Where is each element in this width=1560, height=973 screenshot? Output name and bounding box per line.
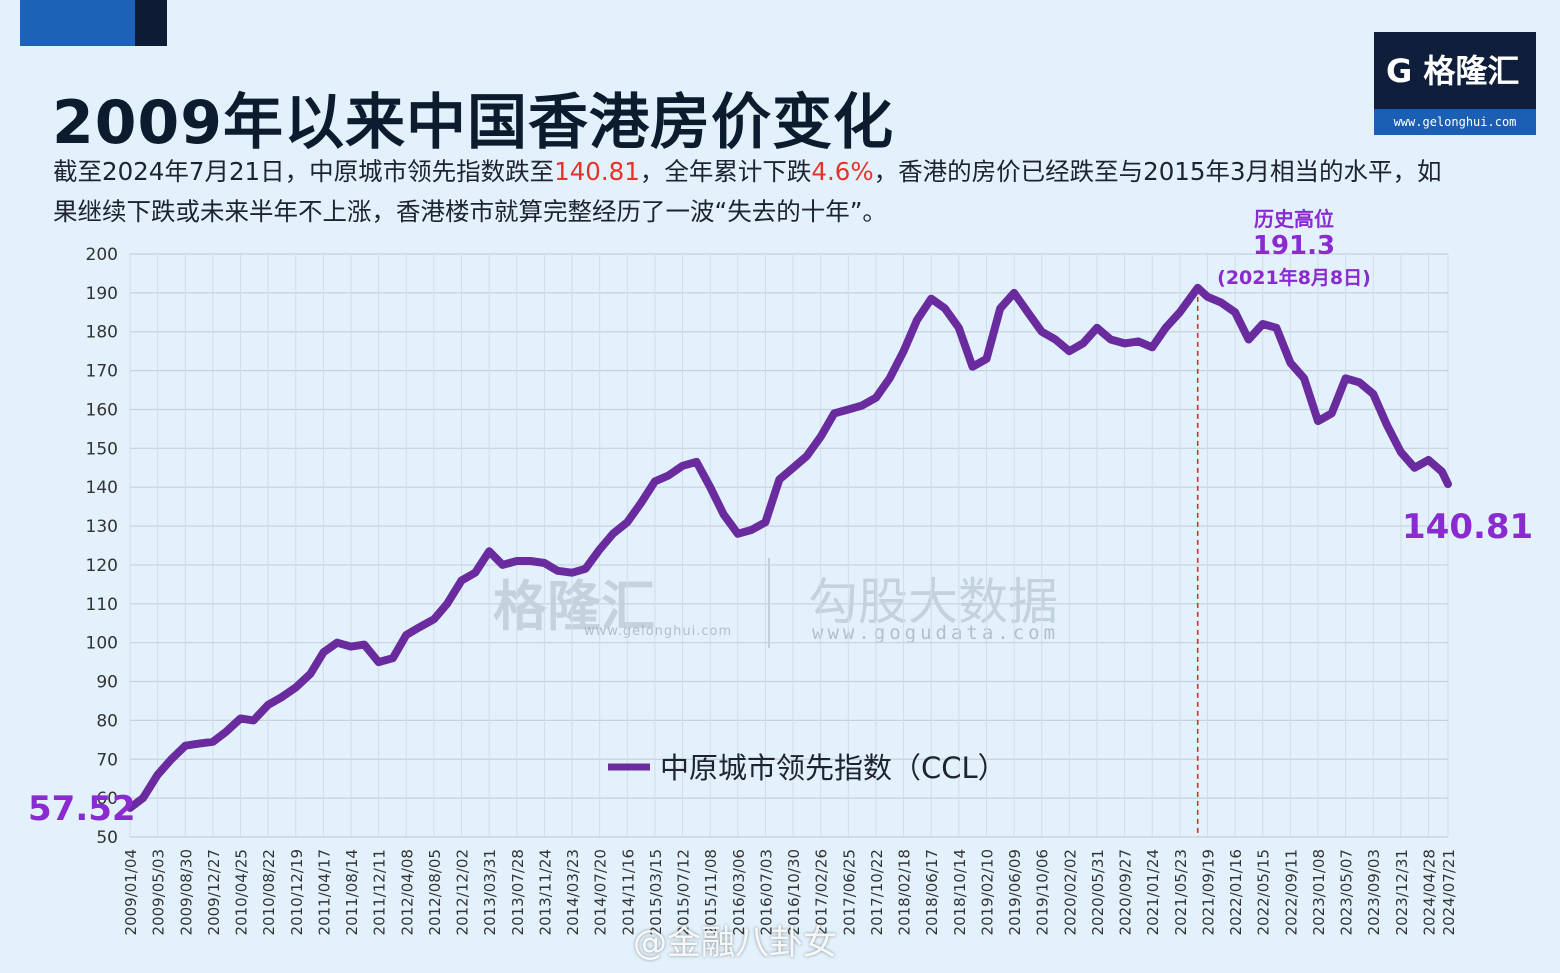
x-tick-label: 2020/09/27: [1117, 849, 1135, 935]
subtitle-text-1: 截至2024年7月21日，中原城市领先指数跌至: [53, 157, 555, 186]
legend: 中原城市领先指数（CCL）: [608, 751, 1007, 785]
watermark-gelonghui-url: www.gelonghui.com: [584, 624, 733, 639]
brand-logo-url: www.gelonghui.com: [1374, 109, 1536, 135]
subtitle-text-2: ，全年累计下跌: [639, 157, 812, 186]
x-tick-label: 2011/12/11: [371, 849, 389, 935]
x-tick-label: 2023/05/07: [1338, 849, 1356, 935]
y-tick-label: 90: [96, 673, 118, 693]
corner-accent-dark: [135, 0, 167, 46]
y-tick-label: 160: [86, 400, 118, 420]
x-tick-label: 2010/04/25: [233, 849, 251, 935]
x-tick-label: 2019/02/10: [978, 849, 996, 935]
corner-accent-blue: [20, 0, 135, 46]
subtitle-text-3: ，香港的房价已经跌至与2015年3月相当的水平，如果继续下跌或未来半年不上涨，香…: [53, 157, 1442, 226]
x-tick-label: 2011/04/17: [315, 849, 333, 935]
x-tick-label: 2020/05/31: [1089, 849, 1107, 935]
y-tick-label: 50: [96, 828, 118, 848]
x-tick-label: 2012/08/05: [426, 849, 444, 935]
x-tick-label: 2022/09/11: [1282, 849, 1300, 935]
subtitle-highlight-percent: 4.6%: [811, 157, 874, 186]
x-tick-label: 2017/10/22: [868, 849, 886, 935]
x-tick-label: 2010/12/19: [288, 849, 306, 935]
brand-logo-letter: G: [1386, 52, 1413, 90]
x-tick-label: 2018/02/18: [896, 849, 914, 935]
subtitle-highlight-index: 140.81: [554, 157, 640, 186]
x-tick-label: 2016/10/30: [785, 849, 803, 935]
x-tick-label: 2018/06/17: [923, 849, 941, 935]
brand-logo-name: 格隆汇: [1423, 52, 1520, 90]
x-tick-label: 2021/09/19: [1199, 849, 1217, 935]
x-tick-label: 2024/07/21: [1440, 849, 1458, 935]
y-tick-label: 190: [86, 284, 118, 304]
x-tick-label: 2022/01/16: [1227, 849, 1245, 935]
x-tick-label: 2013/11/24: [536, 849, 554, 935]
legend-label: 中原城市领先指数（CCL）: [660, 751, 1007, 785]
y-tick-label: 60: [96, 789, 118, 809]
y-tick-label: 170: [86, 362, 118, 382]
x-tick-label: 2018/10/14: [951, 849, 969, 935]
x-tick-label: 2020/02/02: [1061, 849, 1079, 935]
watermark-gogudata-url: www.gogudata.com: [812, 622, 1060, 644]
x-tick-label: 2009/12/27: [205, 849, 223, 935]
x-tick-label: 2022/05/15: [1255, 849, 1273, 935]
x-tick-label: 2016/07/03: [757, 849, 775, 935]
subtitle: 截至2024年7月21日，中原城市领先指数跌至140.81，全年累计下跌4.6%…: [53, 152, 1453, 232]
page-title: 2009年以来中国香港房价变化: [52, 88, 894, 158]
x-tick-label: 2013/03/31: [481, 849, 499, 935]
y-tick-label: 100: [86, 634, 118, 654]
y-tick-label: 130: [86, 517, 118, 537]
y-tick-label: 140: [86, 478, 118, 498]
x-tick-label: 2014/07/20: [592, 849, 610, 935]
x-tick-label: 2015/03/15: [647, 849, 665, 935]
watermark-gogudata: 勾股大数据: [808, 573, 1058, 631]
x-tick-label: 2023/12/31: [1393, 849, 1411, 935]
x-tick-label: 2019/10/06: [1034, 849, 1052, 935]
series-line-ccl: [126, 283, 1452, 812]
y-tick-label: 70: [96, 750, 118, 770]
x-tick-label: 2019/06/09: [1006, 849, 1024, 935]
x-tick-label: 2015/07/12: [675, 849, 693, 935]
x-tick-label: 2016/03/06: [730, 849, 748, 935]
x-axis: 2009/01/04 2009/05/03 2009/08/30 2009/12/27…: [122, 849, 1458, 935]
watermark-gelonghui: 格隆汇: [493, 575, 655, 638]
x-tick-label: 2009/01/04: [122, 849, 140, 935]
x-tick-label: 2017/02/26: [813, 849, 831, 935]
y-tick-label: 200: [86, 245, 118, 265]
start-value-label: 57.52: [28, 789, 136, 829]
y-tick-label: 110: [86, 595, 118, 615]
x-tick-label: 2013/07/28: [509, 849, 527, 935]
x-tick-label: 2023/01/08: [1310, 849, 1328, 935]
x-tick-label: 2023/09/03: [1365, 849, 1383, 935]
x-tick-label: 2014/11/16: [619, 849, 637, 935]
y-tick-label: 150: [86, 439, 118, 459]
x-tick-label: 2010/08/22: [260, 849, 278, 935]
x-tick-label: 2012/12/02: [454, 849, 472, 935]
x-tick-label: 2011/08/14: [343, 849, 361, 935]
peak-label: 历史高位: [1254, 207, 1334, 231]
x-tick-label: 2015/11/08: [702, 849, 720, 935]
y-tick-label: 180: [86, 323, 118, 343]
peak-value: 191.3: [1253, 231, 1335, 261]
x-tick-label: 2009/05/03: [150, 849, 168, 935]
brand-logo-text: G 格隆汇: [1386, 46, 1519, 92]
weibo-watermark: @金融八卦女: [633, 923, 837, 963]
x-tick-label: 2014/03/23: [564, 849, 582, 935]
x-tick-label: 2009/08/30: [177, 849, 195, 935]
x-tick-label: 2021/01/24: [1144, 849, 1162, 935]
x-tick-label: 2017/06/25: [840, 849, 858, 935]
x-tick-label: 2012/04/08: [398, 849, 416, 935]
end-value-label: 140.81: [1402, 507, 1533, 547]
x-tick-label: 2021/05/23: [1172, 849, 1190, 935]
x-tick-label: 2024/04/28: [1420, 849, 1438, 935]
y-tick-label: 120: [86, 556, 118, 576]
y-axis: 50 60 70 80 90 100 110 120 130 140 150 160 170 180 190…: [86, 245, 118, 848]
y-tick-label: 80: [96, 711, 118, 731]
peak-date: (2021年8月8日): [1217, 266, 1371, 289]
